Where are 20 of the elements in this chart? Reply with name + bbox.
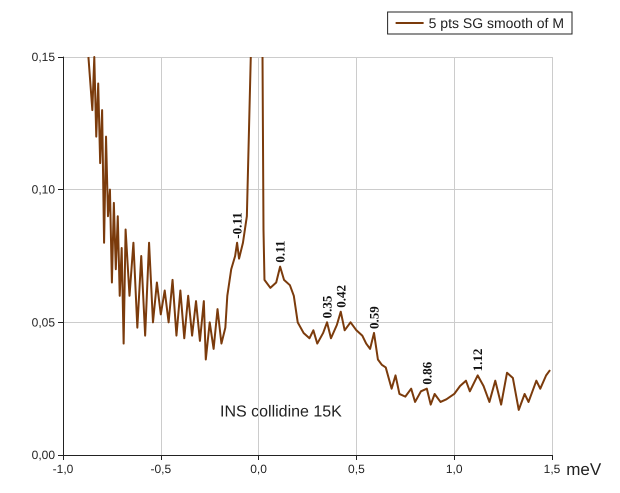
legend-label: 5 pts SG smooth of M bbox=[428, 15, 564, 31]
x-tick-label: 1,5 bbox=[544, 462, 561, 476]
x-tick-label: -0,5 bbox=[150, 462, 172, 476]
annotation: 0.11 bbox=[272, 240, 288, 263]
x-tick-label: 0,5 bbox=[348, 462, 366, 476]
annotation: 0.42 bbox=[333, 284, 348, 308]
annotation: -0.11 bbox=[230, 212, 245, 239]
x-tick-label: 1,0 bbox=[446, 462, 463, 476]
x-tick-label: 0,0 bbox=[250, 462, 268, 476]
y-tick-label: 0,15 bbox=[32, 50, 56, 64]
annotation: 1.12 bbox=[470, 348, 486, 372]
y-tick-label: 0,10 bbox=[32, 182, 56, 197]
annotation: 0.59 bbox=[366, 306, 382, 329]
y-tick-label: 0,00 bbox=[32, 448, 56, 462]
x-axis-title: meV bbox=[566, 460, 602, 479]
annotation: 0.86 bbox=[419, 361, 434, 385]
x-tick-label: -1,0 bbox=[52, 462, 74, 476]
annotation: 0.35 bbox=[320, 295, 335, 318]
y-tick-label: 0,05 bbox=[32, 315, 56, 330]
annotation: INS collidine 15K bbox=[220, 404, 342, 420]
